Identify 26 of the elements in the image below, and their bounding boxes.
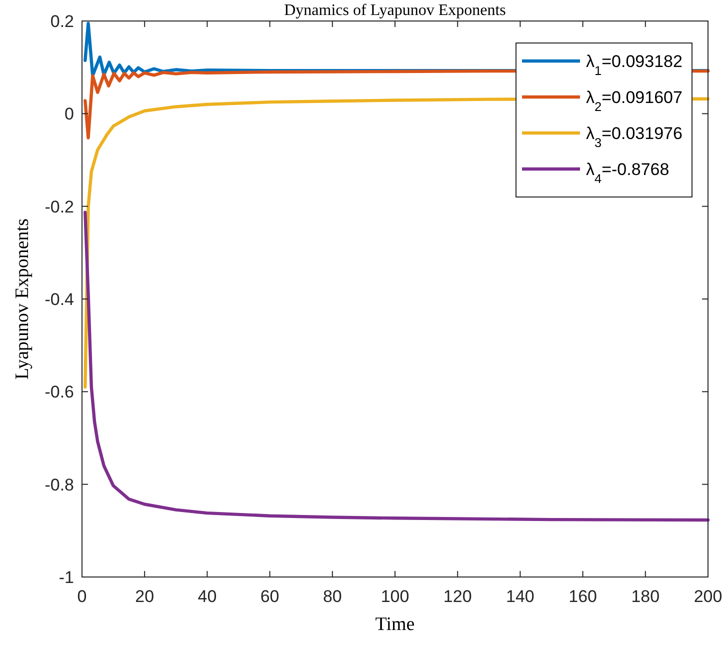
y-tick-label: 0 bbox=[64, 104, 74, 124]
line-series bbox=[84, 210, 710, 522]
legend-label: λ$_{2}$=0.091607 bbox=[586, 88, 682, 114]
x-tick-label: 20 bbox=[135, 587, 154, 606]
x-tick-label: 180 bbox=[631, 587, 660, 606]
x-tick-label: 200 bbox=[694, 587, 722, 606]
x-tick-label: 60 bbox=[260, 587, 280, 606]
legend-label: λ$_{4}$=-0.8768 bbox=[586, 160, 670, 186]
y-tick-label: -0.6 bbox=[44, 382, 74, 402]
y-tick-label: -0.2 bbox=[44, 197, 74, 216]
x-tick-label: 120 bbox=[443, 587, 472, 606]
x-tick-label: 160 bbox=[568, 587, 597, 606]
legend-label: λ$_{3}$=0.031976 bbox=[586, 124, 682, 150]
y-tick-label: 0.2 bbox=[50, 12, 74, 31]
x-tick-label: 0 bbox=[77, 587, 87, 606]
x-tick-label: 100 bbox=[380, 587, 410, 606]
legend-label: λ$_{1}$=0.093182 bbox=[586, 52, 682, 78]
x-tick-label: 40 bbox=[198, 587, 217, 606]
y-tick-label: -0.4 bbox=[44, 290, 74, 309]
x-tick-label: 80 bbox=[322, 587, 342, 606]
y-axis-title: Lyapunov Exponents bbox=[12, 218, 33, 380]
chart-title: Dynamics of Lyapunov Exponents bbox=[284, 2, 506, 19]
y-tick-label: -0.8 bbox=[44, 475, 74, 494]
x-tick-label: 140 bbox=[506, 587, 534, 606]
x-axis-title: Time bbox=[375, 614, 415, 635]
y-tick-label: -1 bbox=[58, 568, 74, 587]
